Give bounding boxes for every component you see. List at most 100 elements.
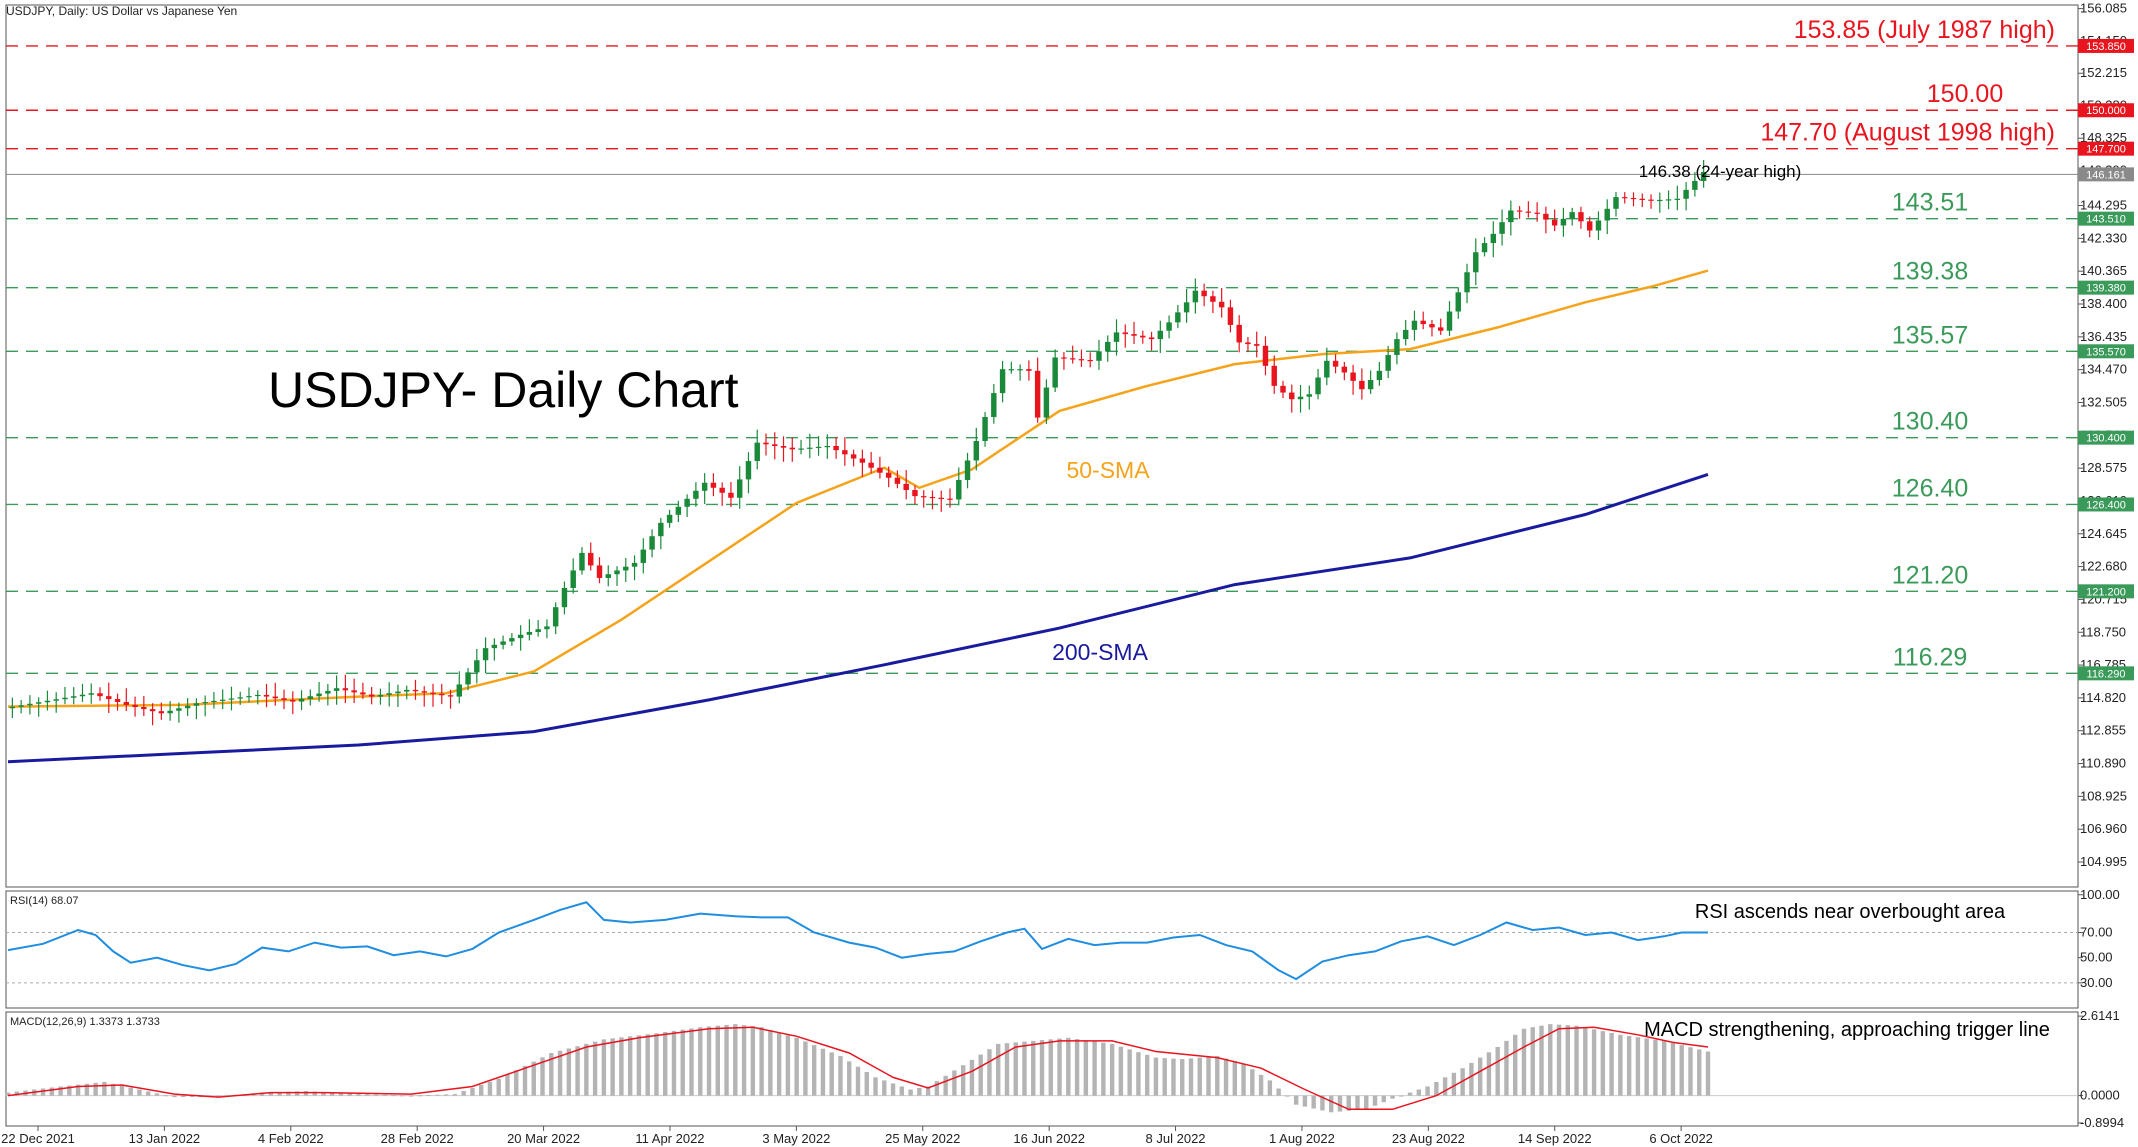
current-price-tag-box xyxy=(2078,167,2134,182)
candle-body xyxy=(921,496,927,498)
macd-bar xyxy=(1346,1095,1351,1111)
candle-body xyxy=(885,472,892,478)
candle-body xyxy=(1087,359,1093,362)
candle-body xyxy=(789,447,795,450)
macd-bar xyxy=(908,1089,913,1096)
current-price-tag: 146.161 xyxy=(2086,169,2126,181)
chart-title: USDJPY- Daily Chart xyxy=(268,362,739,418)
macd-bar xyxy=(321,1092,326,1096)
candle-body xyxy=(894,477,901,484)
macd-bar xyxy=(365,1094,370,1096)
candle-body xyxy=(640,549,647,563)
candle-body xyxy=(1271,365,1277,386)
candle-body xyxy=(44,700,51,703)
macd-bar xyxy=(899,1086,905,1096)
macd-annotation: MACD strengthening, approaching trigger … xyxy=(1644,1019,2050,1041)
macd-bar xyxy=(566,1048,572,1096)
level-tag: 153.850 xyxy=(2086,41,2126,53)
macd-bar xyxy=(1521,1028,1527,1096)
candle-body xyxy=(1648,199,1654,201)
macd-bar xyxy=(987,1049,992,1096)
level-tag-box xyxy=(2078,666,2134,681)
level-label: 121.20 xyxy=(1892,561,1968,589)
candle-body xyxy=(1578,212,1584,222)
candle-body xyxy=(430,692,436,694)
macd-bar xyxy=(689,1028,694,1096)
candle-body xyxy=(18,705,24,707)
macd-bar xyxy=(1171,1058,1176,1096)
candle-body xyxy=(1236,324,1242,343)
macd-bar xyxy=(1653,1039,1658,1096)
candle-body xyxy=(114,699,121,702)
rsi-tick-label: 50.00 xyxy=(2080,950,2113,965)
candle-body xyxy=(1665,199,1672,201)
candle-body xyxy=(246,696,252,698)
candle-body xyxy=(360,692,366,695)
candle-body xyxy=(1569,212,1575,219)
macd-bar xyxy=(435,1094,440,1096)
candle-body xyxy=(386,693,392,695)
candle-body xyxy=(1034,370,1041,418)
candle-body xyxy=(1683,189,1689,199)
macd-bar xyxy=(1688,1047,1693,1096)
candle-body xyxy=(859,458,866,463)
y-tick-label: 112.855 xyxy=(2080,723,2126,738)
candle-body xyxy=(272,696,278,699)
macd-bar xyxy=(1372,1095,1378,1106)
macd-bar xyxy=(373,1094,379,1096)
candle-body xyxy=(1253,344,1260,346)
candle-body xyxy=(658,522,664,537)
macd-bar xyxy=(312,1091,317,1096)
level-tag-box xyxy=(2078,497,2134,512)
candle-body xyxy=(465,672,471,685)
sma50-label: 50-SMA xyxy=(1066,457,1150,483)
candle-body xyxy=(237,697,243,699)
macd-bar xyxy=(1162,1058,1167,1096)
candle-body xyxy=(1446,311,1453,331)
y-tick-label: 138.400 xyxy=(2080,296,2127,311)
candle-body xyxy=(1043,387,1050,418)
candle-body xyxy=(1455,292,1461,312)
macd-bar xyxy=(1539,1025,1544,1096)
macd-bar xyxy=(715,1025,720,1096)
level-tag-box xyxy=(2078,344,2134,359)
y-tick-label: 142.330 xyxy=(2080,230,2127,245)
rsi-frame xyxy=(5,890,2079,1009)
candle-body xyxy=(421,691,427,693)
candle-body xyxy=(368,694,375,697)
macd-bar xyxy=(592,1041,598,1096)
macd-bar xyxy=(890,1083,896,1096)
macd-bar xyxy=(619,1037,624,1096)
macd-bar xyxy=(838,1056,843,1096)
macd-bar xyxy=(461,1091,466,1096)
macd-bar xyxy=(610,1038,615,1096)
candle-body xyxy=(1069,358,1076,360)
candle-body xyxy=(807,447,813,449)
rsi-annotation: RSI ascends near overbought area xyxy=(1695,901,2006,923)
candle-body xyxy=(605,574,611,578)
main-frame xyxy=(5,4,2079,888)
candle-body xyxy=(482,648,489,661)
macd-frame xyxy=(5,1011,2079,1127)
x-tick-label: 3 May 2022 xyxy=(762,1131,830,1146)
candle-body xyxy=(1438,327,1444,331)
macd-bar xyxy=(67,1085,72,1096)
macd-bar xyxy=(1180,1059,1185,1096)
candle-body xyxy=(167,710,173,714)
macd-bar xyxy=(996,1043,1001,1096)
macd-bar xyxy=(1337,1095,1343,1112)
macd-bar xyxy=(268,1092,274,1096)
rsi-title: RSI(14) 68.07 xyxy=(10,895,78,907)
y-tick-label: 134.470 xyxy=(2080,362,2127,377)
macd-bar xyxy=(759,1027,764,1096)
candle-body xyxy=(570,570,576,588)
candle-body xyxy=(798,448,804,450)
date-axis: 22 Dec 2021 13 Jan 2022 4 Feb 2022 28 Feb 2… xyxy=(1,1126,1713,1146)
level-tag: 130.400 xyxy=(2086,433,2126,445)
candle-body xyxy=(1210,296,1216,302)
macd-bar xyxy=(14,1091,19,1096)
macd-bar xyxy=(829,1052,834,1096)
candle-body xyxy=(71,696,77,698)
candle-body xyxy=(35,702,42,704)
candle-body xyxy=(1183,302,1190,313)
